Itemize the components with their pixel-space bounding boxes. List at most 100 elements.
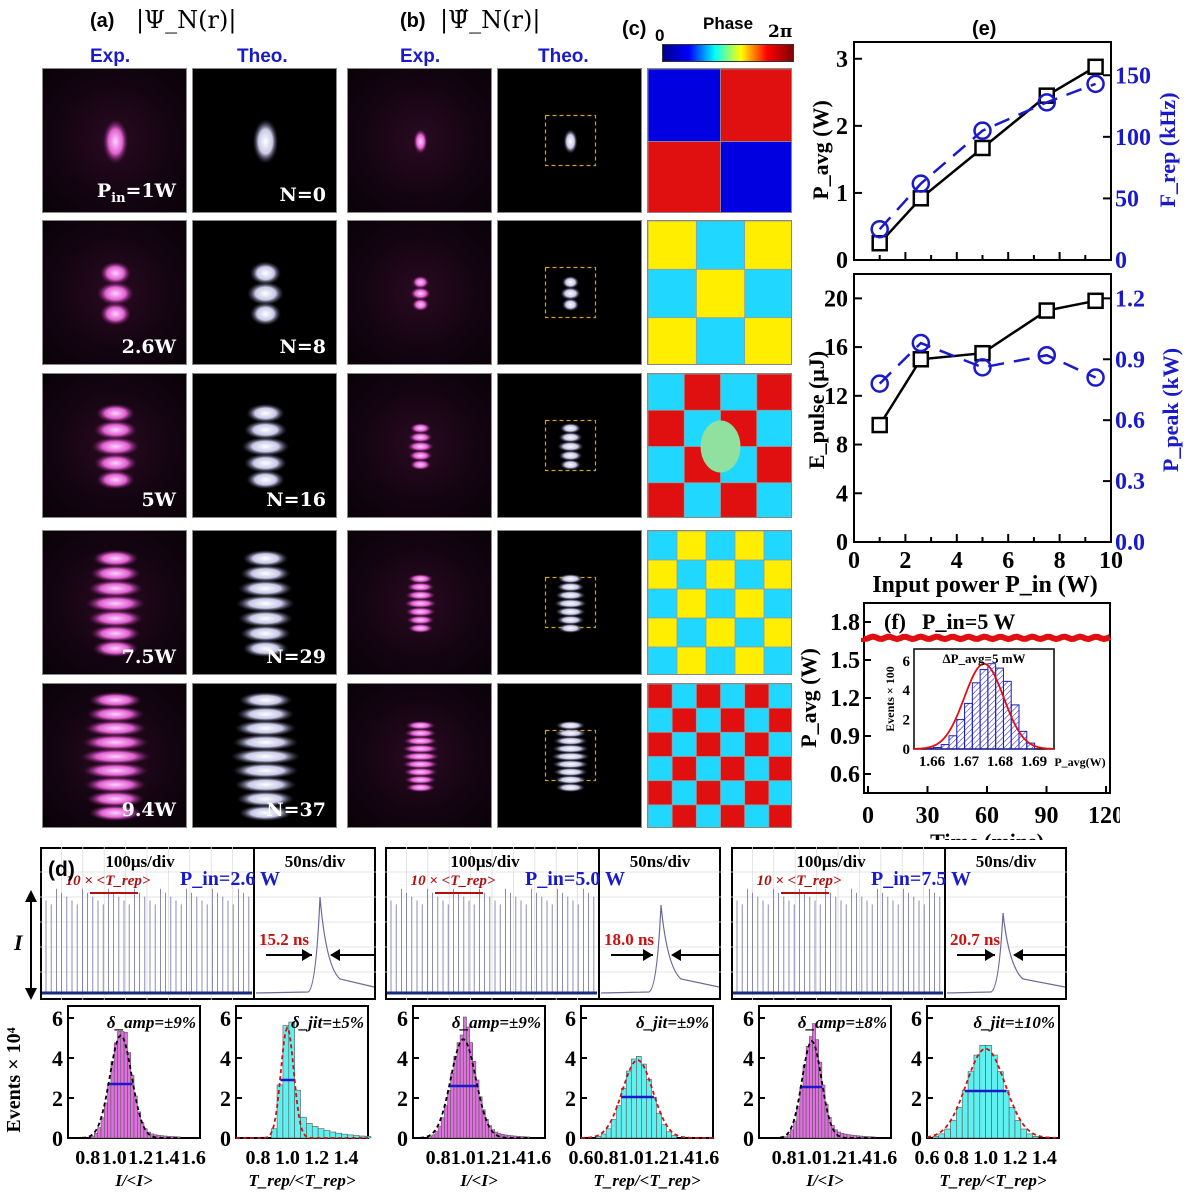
histogram-bar <box>107 1083 112 1139</box>
data-point-square <box>974 344 991 362</box>
intensity-lobe <box>246 470 285 490</box>
intensity-lobe <box>554 775 587 785</box>
intensity-lobe <box>555 590 586 600</box>
phase-region <box>695 268 746 319</box>
phase-region <box>705 588 736 619</box>
data-point-circle <box>973 121 992 140</box>
intensity-lobe <box>91 436 140 457</box>
time-scale-right: 50ns/div <box>285 852 346 871</box>
x-tick-label: 0.8 <box>75 1147 100 1169</box>
histogram-bar <box>97 1127 102 1139</box>
scope-frame <box>385 847 721 1000</box>
intensity-lobe <box>561 275 580 289</box>
phase-region <box>763 531 791 561</box>
gaussian-fit <box>67 1034 200 1139</box>
x-tick-label: 1.4 <box>501 1147 526 1169</box>
histogram-bar <box>513 1135 518 1139</box>
histogram-bar <box>1002 1090 1010 1139</box>
histogram-bar <box>821 1084 826 1139</box>
y-tick-label: 4 <box>743 1046 754 1071</box>
time-scale-left: 100μs/div <box>796 852 866 871</box>
amplitude-histogram: 0 2 4 6 0.8 1.0 1.2 1.4 1.6 δ_amp=±9% I/<I> <box>52 1005 206 1190</box>
arrowhead <box>302 949 312 961</box>
phase-region <box>734 617 765 648</box>
phase-region <box>648 707 674 734</box>
intensity-lobe <box>405 590 436 600</box>
histogram-bar <box>100 1117 105 1139</box>
col-b-theo: Theo. <box>538 46 589 67</box>
phase-region <box>671 684 698 710</box>
series-line <box>878 341 1097 385</box>
jitter-histogram: 0 2 4 6 0.6 0.8 1.0 1.2 1.4 δ_jit=±10% T_rep/<T_re… <box>911 1005 1060 1190</box>
phase-region <box>744 317 791 364</box>
chart-e-bottom: 0 4 8 12 16 20 0.0 0.3 0.6 0.9 1.2 0 2 4 6 8 10 E_pulse (… <box>804 273 1183 598</box>
intensity-lobe <box>93 453 138 473</box>
y-tick-label: 2 <box>397 1086 408 1111</box>
inset-x-tick-label: 1.68 <box>987 754 1013 770</box>
histogram-bar <box>646 1079 652 1139</box>
phase-region <box>744 731 770 758</box>
phase-region <box>676 588 707 619</box>
phase-region <box>744 684 770 710</box>
phase-region <box>720 804 746 827</box>
phase-region <box>720 69 791 143</box>
intensity-lobe <box>82 762 149 779</box>
col-a-exp: Exp. <box>90 46 131 67</box>
pulse-waveform <box>600 904 720 994</box>
y-tick-label: 4 <box>911 1046 922 1071</box>
y-axis-title: P_avg (W) <box>800 648 821 748</box>
x-tick-label: 1.0 <box>451 1147 476 1169</box>
y-right-tick-label: 1.2 <box>1115 286 1145 312</box>
theo-near-field-image: N=37 <box>192 683 337 828</box>
phase-map <box>647 530 792 675</box>
input-power-label: 9.4W <box>121 799 176 821</box>
intensity-lobe <box>411 298 430 312</box>
arrowhead <box>985 949 995 961</box>
plot-frame <box>235 1005 369 1139</box>
exp-near-field-image: 5W <box>42 373 187 518</box>
phase-region <box>695 221 746 271</box>
intensity-lobe <box>557 574 584 584</box>
x-tick-label: 1.4 <box>669 1147 694 1169</box>
histogram-bar <box>973 1054 981 1139</box>
intensity-lobe <box>93 420 138 440</box>
pulse-width-label: 20.7 ns <box>950 930 1000 949</box>
x-tick-label: 90 <box>1035 803 1059 829</box>
y-tick-label: 6 <box>397 1006 408 1031</box>
intensity-lobe <box>92 639 139 658</box>
plot-frame <box>853 273 1112 543</box>
spread-label: δ_jit=±10% <box>973 1013 1055 1032</box>
inset-y-tick-label: 6 <box>903 654 911 670</box>
arrowhead <box>330 949 340 961</box>
gaussian-fit <box>759 1039 891 1139</box>
phase-region <box>695 707 722 734</box>
histogram-bar <box>827 1117 832 1139</box>
phase-region <box>768 804 791 827</box>
intensity-lobe <box>92 549 139 568</box>
phase-colorbar <box>662 44 794 62</box>
theo-near-field-image: N=8 <box>192 220 337 365</box>
data-point-circle <box>973 358 992 377</box>
time-scale-left: 100μs/div <box>105 852 175 871</box>
y-right-axis-title: P_peak (kW) <box>1158 348 1183 472</box>
inset-bar <box>940 744 950 750</box>
y-left-tick-label: 20 <box>824 286 848 312</box>
y-left-tick-label: 0 <box>836 248 848 270</box>
histogram-bar <box>625 1070 632 1139</box>
intensity-lobe <box>559 422 582 434</box>
y-axis-title: Events × 10⁴ <box>3 1027 25 1132</box>
y-left-tick-label: 16 <box>824 335 848 361</box>
y-tick-label: 2 <box>911 1086 922 1111</box>
intensity-lobe <box>402 744 439 754</box>
theo-far-field-image <box>497 68 642 213</box>
zoom-region-box <box>544 266 597 319</box>
exp-far-field-image <box>347 220 492 365</box>
intensity-lobe <box>404 598 437 609</box>
intensity-lobe <box>555 783 586 793</box>
data-point-circle <box>911 174 931 193</box>
input-power-label: P_in=2.6 W <box>180 868 280 890</box>
phase-region <box>648 559 678 590</box>
x-tick-label: 1.4 <box>155 1147 180 1169</box>
intensity-lobe <box>404 728 437 738</box>
panel-e-label: (e) <box>972 18 997 40</box>
